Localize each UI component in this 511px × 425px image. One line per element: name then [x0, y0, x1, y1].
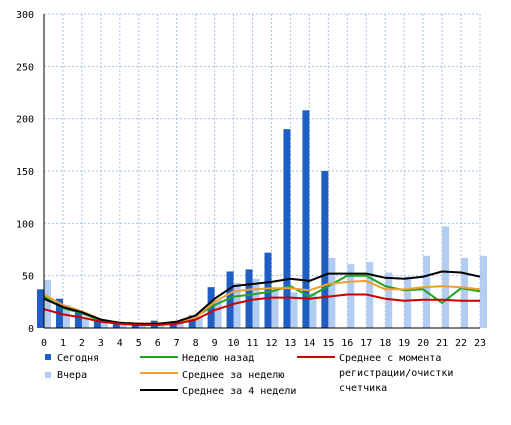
x-tick-label: 9: [212, 338, 218, 349]
bar-yesterday: [100, 322, 108, 328]
bar-today: [74, 311, 82, 328]
bar-yesterday: [385, 272, 393, 328]
legend-swatch: [45, 372, 51, 378]
legend-label: Среднее за 4 недели: [182, 386, 296, 397]
bar-yesterday: [309, 293, 317, 328]
bars: [37, 110, 487, 328]
x-tick-label: 3: [98, 338, 104, 349]
x-tick-label: 14: [303, 338, 315, 349]
bar-yesterday: [442, 226, 450, 328]
bar-yesterday: [233, 282, 241, 328]
bar-yesterday: [347, 264, 355, 328]
bar-yesterday: [252, 278, 260, 328]
axes: [43, 14, 480, 329]
y-tick-label: 150: [16, 167, 34, 178]
bar-yesterday: [480, 255, 487, 328]
bar-today: [226, 271, 234, 328]
x-tick-label: 17: [360, 338, 372, 349]
legend-label: Среднее с момента: [339, 353, 441, 364]
bar-today: [188, 315, 196, 328]
x-tick-labels: 0 1 2 3 4 5 6 7 8 9 10 11 12 13 14 15 16 17 18 19 20 21 22 23: [41, 338, 486, 349]
bar-yesterday: [195, 316, 203, 328]
bar-today: [264, 252, 272, 328]
x-tick-label: 16: [341, 338, 353, 349]
x-tick-label: 21: [436, 338, 448, 349]
x-tick-label: 8: [193, 338, 199, 349]
bar-today: [321, 171, 329, 328]
series-line: [43, 279, 481, 325]
x-tick-label: 4: [117, 338, 123, 349]
legend-label: Вчера: [57, 370, 87, 381]
x-tick-label: 6: [155, 338, 161, 349]
bar-yesterday: [138, 324, 146, 328]
x-tick-label: 5: [136, 338, 142, 349]
legend-label: счетчика: [339, 383, 387, 394]
legend: Сегодня Вчера Неделю назад Среднее за недел…: [45, 353, 453, 397]
legend-label: Сегодня: [57, 353, 99, 364]
bar-today: [131, 324, 139, 328]
bar-yesterday: [290, 292, 298, 328]
x-tick-label: 7: [174, 338, 180, 349]
watermark: kolik8 для forum.onliner.by: [319, 396, 490, 409]
x-tick-label: 23: [474, 338, 486, 349]
bar-yesterday: [119, 323, 127, 328]
bar-yesterday: [404, 276, 412, 328]
x-tick-label: 19: [398, 338, 410, 349]
bar-today: [93, 320, 101, 328]
x-tick-label: 10: [228, 338, 240, 349]
bar-yesterday: [176, 322, 184, 328]
bar-yesterday: [81, 318, 89, 328]
y-tick-label: 200: [16, 115, 34, 126]
x-tick-label: 20: [417, 338, 429, 349]
watermark-text: kolik8 для forum.onliner.by: [319, 396, 490, 409]
bar-today: [112, 322, 120, 328]
y-tick-label: 250: [16, 62, 34, 73]
x-tick-label: 0: [41, 338, 47, 349]
x-tick-label: 18: [379, 338, 391, 349]
bar-yesterday: [271, 288, 279, 328]
bar-yesterday: [62, 304, 70, 328]
series-line: [43, 270, 481, 325]
x-tick-label: 12: [265, 338, 277, 349]
grid: [44, 13, 481, 328]
y-tick-label: 50: [22, 272, 34, 283]
x-tick-label: 11: [246, 338, 258, 349]
y-tick-label: 300: [16, 10, 34, 21]
x-tick-label: 15: [322, 338, 334, 349]
x-tick-label: 2: [79, 338, 85, 349]
bar-today: [37, 289, 44, 328]
y-tick-label: 0: [28, 324, 34, 335]
bar-yesterday: [157, 324, 165, 328]
bar-yesterday: [461, 257, 469, 328]
bar-yesterday: [214, 299, 222, 328]
x-tick-label: 1: [60, 338, 66, 349]
x-tick-label: 13: [284, 338, 296, 349]
legend-swatch: [45, 354, 51, 360]
legend-label: регистрации/очистки: [339, 368, 453, 379]
bar-today: [283, 129, 291, 328]
bar-yesterday: [44, 279, 51, 328]
y-tick-label: 100: [16, 219, 34, 230]
bar-yesterday: [328, 257, 336, 328]
bar-today: [245, 269, 253, 328]
x-tick-label: 22: [455, 338, 467, 349]
series-lines: [43, 270, 481, 326]
legend-label: Неделю назад: [182, 353, 254, 364]
bar-today: [302, 110, 310, 328]
legend-label: Среднее за неделю: [182, 370, 284, 381]
series-line: [43, 293, 480, 326]
y-tick-labels: 0 50 100 150 200 250 300: [16, 10, 34, 335]
